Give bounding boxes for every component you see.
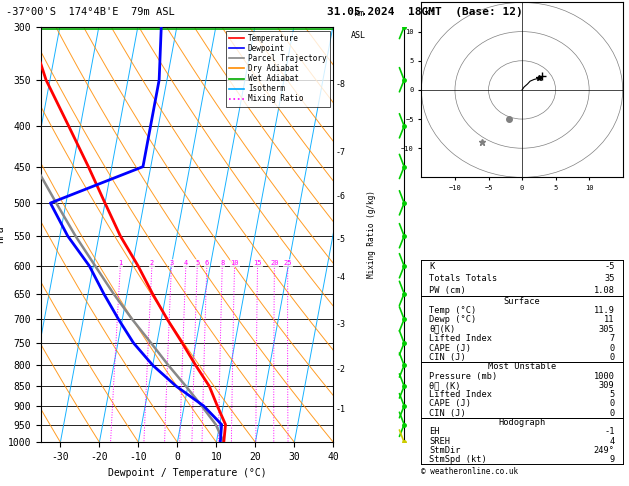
Text: 11.9: 11.9 bbox=[594, 306, 615, 315]
Text: SREH: SREH bbox=[430, 436, 450, 446]
Text: Hodograph: Hodograph bbox=[498, 418, 546, 427]
Text: 10: 10 bbox=[230, 260, 239, 266]
Text: ASL: ASL bbox=[351, 31, 366, 40]
Text: 0: 0 bbox=[610, 409, 615, 418]
Text: 8: 8 bbox=[220, 260, 225, 266]
Text: 20: 20 bbox=[270, 260, 279, 266]
Text: 249°: 249° bbox=[594, 446, 615, 455]
Text: -2: -2 bbox=[336, 365, 346, 374]
Text: StmSpd (kt): StmSpd (kt) bbox=[430, 455, 487, 464]
X-axis label: Dewpoint / Temperature (°C): Dewpoint / Temperature (°C) bbox=[108, 468, 267, 478]
Text: -5: -5 bbox=[604, 261, 615, 271]
Text: Lifted Index: Lifted Index bbox=[430, 390, 493, 399]
Text: PW (cm): PW (cm) bbox=[430, 286, 466, 295]
Text: θᴁ (K): θᴁ (K) bbox=[430, 381, 461, 390]
Legend: Temperature, Dewpoint, Parcel Trajectory, Dry Adiabat, Wet Adiabat, Isotherm, Mi: Temperature, Dewpoint, Parcel Trajectory… bbox=[226, 31, 330, 106]
Text: 3: 3 bbox=[169, 260, 174, 266]
Text: Most Unstable: Most Unstable bbox=[488, 362, 556, 371]
Text: Pressure (mb): Pressure (mb) bbox=[430, 371, 498, 381]
Text: 2: 2 bbox=[150, 260, 154, 266]
Text: 0: 0 bbox=[610, 344, 615, 352]
Text: Dewp (°C): Dewp (°C) bbox=[430, 315, 477, 324]
Text: Totals Totals: Totals Totals bbox=[430, 274, 498, 283]
Text: kt: kt bbox=[425, 8, 435, 17]
Text: 0: 0 bbox=[610, 353, 615, 362]
Text: 0: 0 bbox=[610, 399, 615, 409]
Text: -5: -5 bbox=[336, 235, 346, 243]
Text: -3: -3 bbox=[336, 320, 346, 329]
Text: 4: 4 bbox=[610, 436, 615, 446]
Text: Temp (°C): Temp (°C) bbox=[430, 306, 477, 315]
Text: K: K bbox=[430, 261, 435, 271]
Text: Surface: Surface bbox=[504, 296, 540, 306]
Text: -1: -1 bbox=[336, 405, 346, 414]
Y-axis label: hPa: hPa bbox=[0, 226, 5, 243]
Text: Lifted Index: Lifted Index bbox=[430, 334, 493, 343]
Text: 11: 11 bbox=[604, 315, 615, 324]
Text: CIN (J): CIN (J) bbox=[430, 409, 466, 418]
Text: 5: 5 bbox=[195, 260, 199, 266]
Text: StmDir: StmDir bbox=[430, 446, 461, 455]
Text: 9: 9 bbox=[610, 455, 615, 464]
Text: 25: 25 bbox=[284, 260, 292, 266]
Text: -1: -1 bbox=[604, 427, 615, 436]
Text: θᴁ(K): θᴁ(K) bbox=[430, 325, 456, 334]
Text: 1000: 1000 bbox=[594, 371, 615, 381]
Text: 31.05.2024  18GMT  (Base: 12): 31.05.2024 18GMT (Base: 12) bbox=[327, 7, 523, 17]
Text: CAPE (J): CAPE (J) bbox=[430, 399, 472, 409]
Text: CIN (J): CIN (J) bbox=[430, 353, 466, 362]
Text: 6: 6 bbox=[205, 260, 209, 266]
Text: km: km bbox=[353, 9, 364, 18]
Text: -8: -8 bbox=[336, 80, 346, 89]
Text: 15: 15 bbox=[253, 260, 262, 266]
Text: -4: -4 bbox=[336, 273, 346, 282]
Text: -37°00'S  174°4B'E  79m ASL: -37°00'S 174°4B'E 79m ASL bbox=[6, 7, 175, 17]
Text: 7: 7 bbox=[610, 334, 615, 343]
Text: -6: -6 bbox=[336, 191, 346, 201]
Text: © weatheronline.co.uk: © weatheronline.co.uk bbox=[421, 467, 518, 476]
Text: 309: 309 bbox=[599, 381, 615, 390]
Text: Mixing Ratio (g/kg): Mixing Ratio (g/kg) bbox=[367, 191, 376, 278]
Text: 1.08: 1.08 bbox=[594, 286, 615, 295]
Text: 305: 305 bbox=[599, 325, 615, 334]
Text: CAPE (J): CAPE (J) bbox=[430, 344, 472, 352]
Text: EH: EH bbox=[430, 427, 440, 436]
Text: 1: 1 bbox=[118, 260, 123, 266]
Text: 4: 4 bbox=[184, 260, 188, 266]
Text: 35: 35 bbox=[604, 274, 615, 283]
Text: 5: 5 bbox=[610, 390, 615, 399]
Text: -7: -7 bbox=[336, 148, 346, 157]
